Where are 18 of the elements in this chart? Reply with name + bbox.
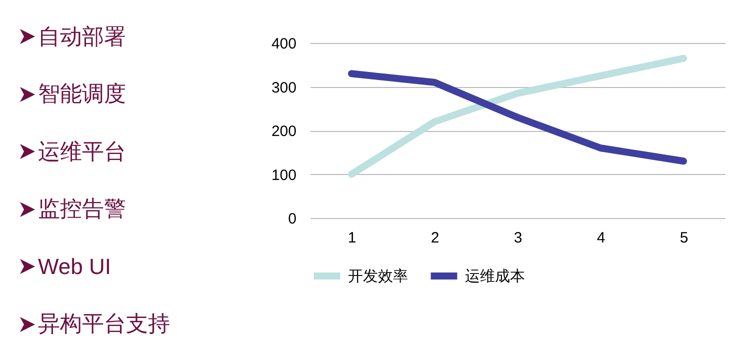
y-tick-label: 100 xyxy=(271,166,296,184)
x-tick-label: 4 xyxy=(596,230,606,246)
y-tick-label: 400 xyxy=(271,36,296,52)
text: Web UI xyxy=(38,254,111,279)
legend-label: 运维成本 xyxy=(465,268,525,285)
y-tick-label: 300 xyxy=(271,79,296,96)
text: 监控告警 xyxy=(38,196,126,222)
text: 自动部署 xyxy=(38,24,126,49)
x-tick-label: 3 xyxy=(514,230,522,246)
text: 运维平台 xyxy=(38,138,126,164)
text: 异构平台支持 xyxy=(38,311,170,336)
text: 智能调度 xyxy=(38,81,126,106)
y-tick-label: 0 xyxy=(288,210,296,228)
legend-label: 开发效率 xyxy=(348,268,408,285)
y-tick-label: 200 xyxy=(271,123,296,140)
x-tick-label: 2 xyxy=(430,230,440,246)
x-tick-label: 1 xyxy=(348,230,356,246)
x-tick-label: 5 xyxy=(680,230,688,246)
